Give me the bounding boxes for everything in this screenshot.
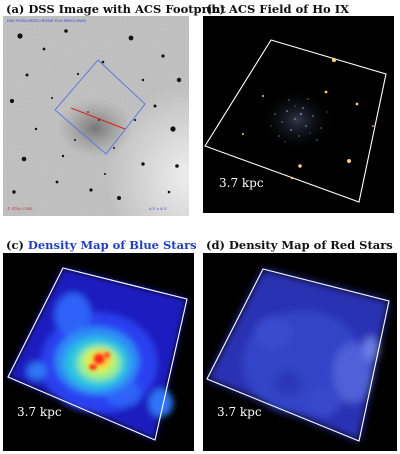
acs-image: 3.7 kpc: [203, 16, 394, 213]
panel-c-title: (c) Density Map of Blue Stars: [6, 238, 197, 252]
blue-star-density-map: 3.7 kpc: [3, 253, 194, 451]
panel-c-title-prefix: (c): [6, 238, 28, 252]
panel-a-title: (a) DSS Image with ACS Footprint: [6, 2, 226, 16]
panel-b-scale: 3.7 kpc: [219, 176, 264, 190]
red-density: [203, 253, 397, 451]
panel-d-title: (d) Density Map of Red Stars: [206, 238, 393, 252]
red-map-frame: [206, 268, 390, 442]
dss-corner-bottom-left: © STScI / DSS: [7, 207, 33, 211]
acs-field: [203, 16, 394, 213]
panel-d-scale: 3.7 kpc: [217, 405, 262, 419]
red-star-density-map: 3.7 kpc: [203, 253, 397, 451]
panel-c-title-highlight: Density Map of Blue Stars: [27, 238, 197, 252]
blue-density: [3, 253, 194, 451]
dss-image: DSS POSS2/UKSTU ROSAT EUV RASS2 NVSS © S…: [3, 16, 189, 216]
panel-c-scale: 3.7 kpc: [17, 405, 62, 419]
dss-sky: [3, 16, 189, 216]
panel-b-title: (b) ACS Field of Ho IX: [206, 2, 350, 16]
dss-corner-bottom-right: 4.3' x 4.3': [149, 207, 167, 211]
acs-footprint: [204, 39, 387, 203]
dss-corner-top: DSS POSS2/UKSTU ROSAT EUV RASS2 NVSS: [7, 19, 86, 23]
blue-map-frame: [7, 267, 188, 441]
